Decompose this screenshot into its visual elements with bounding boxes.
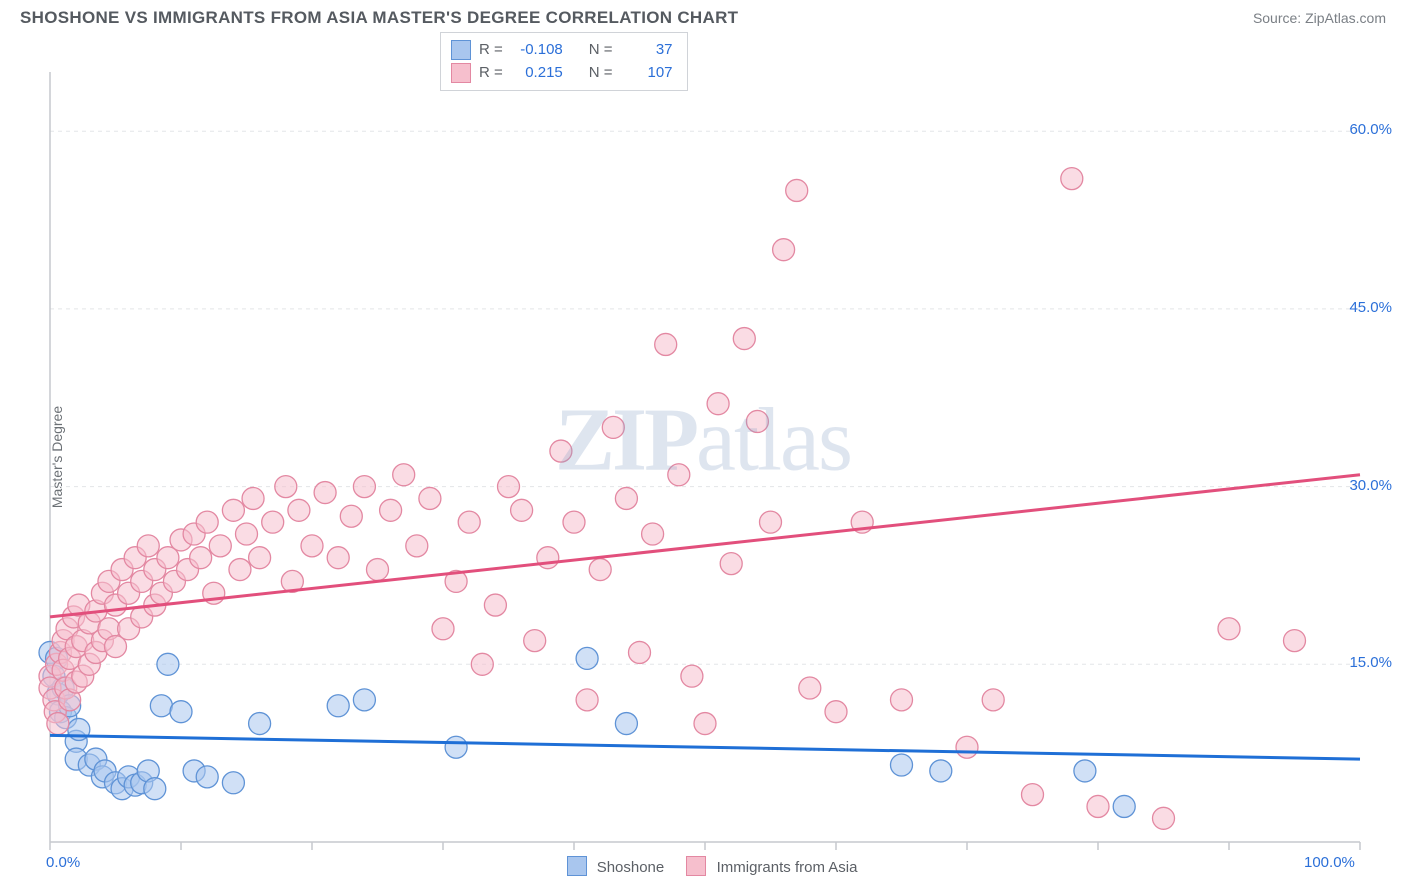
stat-n-label: N = [589, 62, 613, 85]
chart-title: SHOSHONE VS IMMIGRANTS FROM ASIA MASTER'… [20, 8, 738, 28]
source-attribution: Source: ZipAtlas.com [1253, 10, 1386, 26]
y-tick-label: 30.0% [1349, 477, 1392, 494]
stat-n-value-2: 107 [621, 62, 673, 85]
legend-label-1: Shoshone [597, 859, 665, 876]
y-tick-label: 45.0% [1349, 299, 1392, 316]
stat-r-label: R = [479, 62, 503, 85]
swatch-series1 [451, 40, 471, 60]
correlation-stats-box: R = -0.108 N = 37 R = 0.215 N = 107 [440, 32, 688, 91]
legend-label-2: Immigrants from Asia [717, 859, 858, 876]
stat-r-label: R = [479, 39, 503, 62]
stat-n-label: N = [589, 39, 613, 62]
scatter-chart-svg [0, 32, 1406, 882]
swatch-series2 [451, 63, 471, 83]
stat-r-value-2: 0.215 [511, 62, 563, 85]
legend-swatch-1 [567, 856, 587, 876]
stats-row-series1: R = -0.108 N = 37 [451, 39, 673, 62]
stat-r-value-1: -0.108 [511, 39, 563, 62]
stats-row-series2: R = 0.215 N = 107 [451, 62, 673, 85]
y-tick-label: 60.0% [1349, 121, 1392, 138]
legend-swatch-2 [686, 856, 706, 876]
y-tick-label: 15.0% [1349, 654, 1392, 671]
stat-n-value-1: 37 [621, 39, 673, 62]
chart-area: Master's Degree ZIPatlas R = -0.108 N = … [0, 32, 1406, 882]
bottom-legend: Shoshone Immigrants from Asia [0, 856, 1406, 876]
